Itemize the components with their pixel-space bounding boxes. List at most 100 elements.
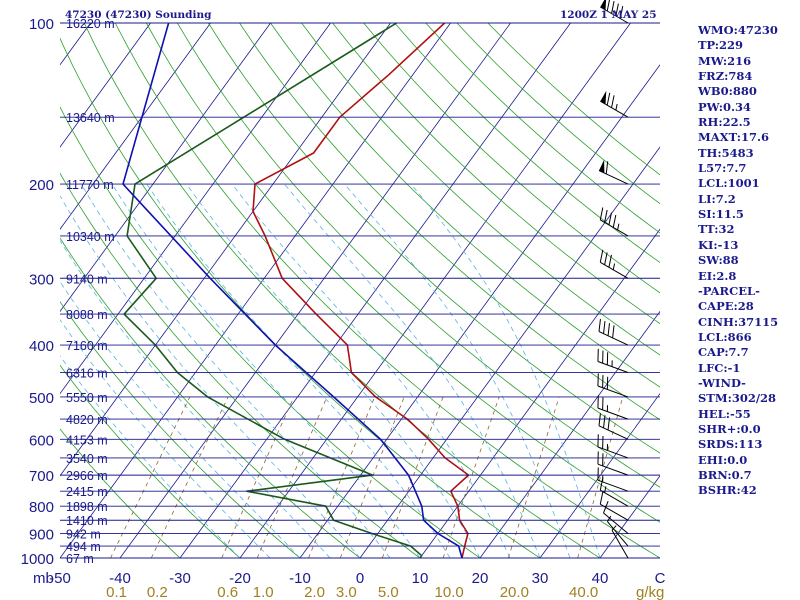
temperature-tick-label: 20 [472, 570, 489, 587]
height-label: 4153 m [66, 433, 108, 447]
index-item: LCL:866 [698, 329, 752, 344]
mixing-ratio-label: 5.0 [378, 584, 399, 600]
index-item: -PARCEL- [698, 283, 760, 298]
height-label: 1410 m [66, 514, 108, 528]
pressure-tick-label: 100 [29, 16, 54, 33]
barb-pennant [600, 0, 607, 10]
index-item: PW:0.34 [698, 99, 752, 114]
temperature-tick-label: 10 [412, 570, 429, 587]
barb-staff [600, 6, 629, 24]
mixing-ratio-label: 0.1 [106, 584, 127, 600]
barb-staff [597, 361, 629, 373]
barb-flag [608, 254, 612, 268]
index-item: BRN:0.7 [698, 467, 752, 482]
wind-barb [598, 318, 629, 346]
isotherm [179, 23, 571, 558]
wind-barb [607, 515, 629, 547]
station-title: 47230 (47230) Sounding [65, 9, 212, 21]
temperature-tick-label: -10 [289, 570, 311, 587]
barb-flag [603, 501, 609, 514]
height-label: 2415 m [66, 485, 108, 499]
barb-flag [606, 92, 611, 106]
isotherm [60, 23, 211, 230]
barb-staff [597, 385, 629, 398]
index-item: CAP:7.7 [698, 345, 749, 360]
plot-area [60, 23, 660, 558]
barb-staff [600, 100, 629, 118]
height-label: 3540 m [66, 452, 108, 466]
isotherm [119, 23, 511, 558]
barb-staff [600, 261, 629, 279]
index-item: SW:88 [698, 253, 739, 268]
temperature-tick-label: 0 [356, 570, 364, 587]
dewpoint-profile [123, 23, 423, 558]
index-item: TH:5483 [698, 145, 754, 160]
wind-barb [598, 413, 629, 440]
barb-staff [603, 512, 629, 534]
index-item: HEL:-55 [698, 406, 751, 421]
barb-staff [597, 446, 629, 459]
index-item: LI:7.2 [698, 191, 736, 206]
mixing-ratio-label: 0.2 [147, 584, 168, 600]
pressure-tick-label: 700 [29, 468, 54, 485]
pressure-unit-label: mb [33, 570, 54, 587]
barb-flag [606, 0, 610, 12]
index-item: LFC:-1 [698, 360, 741, 375]
wind-barb [603, 501, 629, 534]
barb-flag [599, 207, 604, 220]
mixing-ratio-unit-label: g/kg [636, 584, 664, 600]
height-label: 4820 m [66, 413, 108, 427]
moist-adiabat [344, 183, 571, 558]
sounding-time: 1200Z 1 MAY 25 [560, 9, 657, 21]
temperature-unit-label: C [655, 570, 666, 587]
barb-staff [607, 521, 629, 547]
temperature-tick-label: -20 [229, 570, 251, 587]
barb-flag [611, 1, 615, 14]
barb-staff [611, 530, 629, 559]
isotherm [60, 23, 151, 148]
wind-barb [597, 373, 629, 398]
mixing-ratio-label: 0.6 [217, 584, 238, 600]
barb-flag [599, 477, 604, 491]
barb-flag [611, 95, 615, 108]
dry-adiabat [60, 237, 361, 558]
index-item: SRDS:113 [698, 437, 763, 452]
temperature-tick-label: -50 [49, 570, 71, 587]
temperature-tick-label: 30 [532, 570, 549, 587]
temperature-tick-label: -40 [109, 570, 131, 587]
index-item: CAPE:28 [698, 299, 754, 314]
height-label: 2966 m [66, 469, 108, 483]
height-label: 5550 m [66, 391, 108, 405]
barb-half-flag [611, 525, 617, 531]
barb-flag [603, 321, 606, 334]
isotherm [60, 23, 391, 477]
mixing-ratio-line [339, 396, 405, 558]
barb-flag [605, 161, 609, 174]
mixing-ratio-label: 40.0 [569, 584, 598, 600]
mixing-ratio-line [150, 396, 229, 558]
barb-flag [607, 417, 611, 431]
barb-flag [599, 491, 604, 505]
wind-barb [599, 207, 629, 237]
index-item: -WIND- [698, 375, 746, 390]
barb-staff [598, 425, 629, 440]
height-label: 6316 m [66, 366, 108, 380]
dry-adiabat [114, 23, 660, 558]
wind-barb [597, 348, 629, 373]
pressure-tick-label: 1000 [21, 551, 54, 568]
indices-panel: WMO:47230 TP:229 MW:216 FRZ:784 WB0:880 PW:0.… [698, 23, 800, 499]
index-item: TP:229 [698, 38, 744, 53]
index-item: SHR+:0.0 [698, 421, 761, 436]
height-label: 1898 m [66, 500, 108, 514]
parcel-trace [122, 23, 463, 558]
barb-staff [597, 407, 629, 420]
height-label: 67 m [66, 552, 94, 566]
height-label: 8088 m [66, 308, 108, 322]
barb-staff [600, 503, 629, 521]
wind-barb [600, 0, 629, 24]
height-label: 10340 m [66, 230, 115, 244]
isotherm [479, 310, 660, 558]
isotherm [299, 64, 660, 558]
index-item: KI:-13 [698, 237, 739, 252]
